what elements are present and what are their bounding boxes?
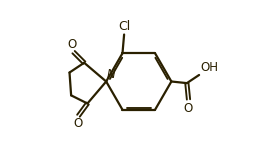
Text: N: N bbox=[107, 68, 116, 81]
Text: OH: OH bbox=[200, 61, 218, 74]
Text: O: O bbox=[184, 102, 193, 115]
Text: Cl: Cl bbox=[118, 20, 130, 33]
Text: O: O bbox=[68, 37, 77, 51]
Text: O: O bbox=[73, 117, 82, 130]
